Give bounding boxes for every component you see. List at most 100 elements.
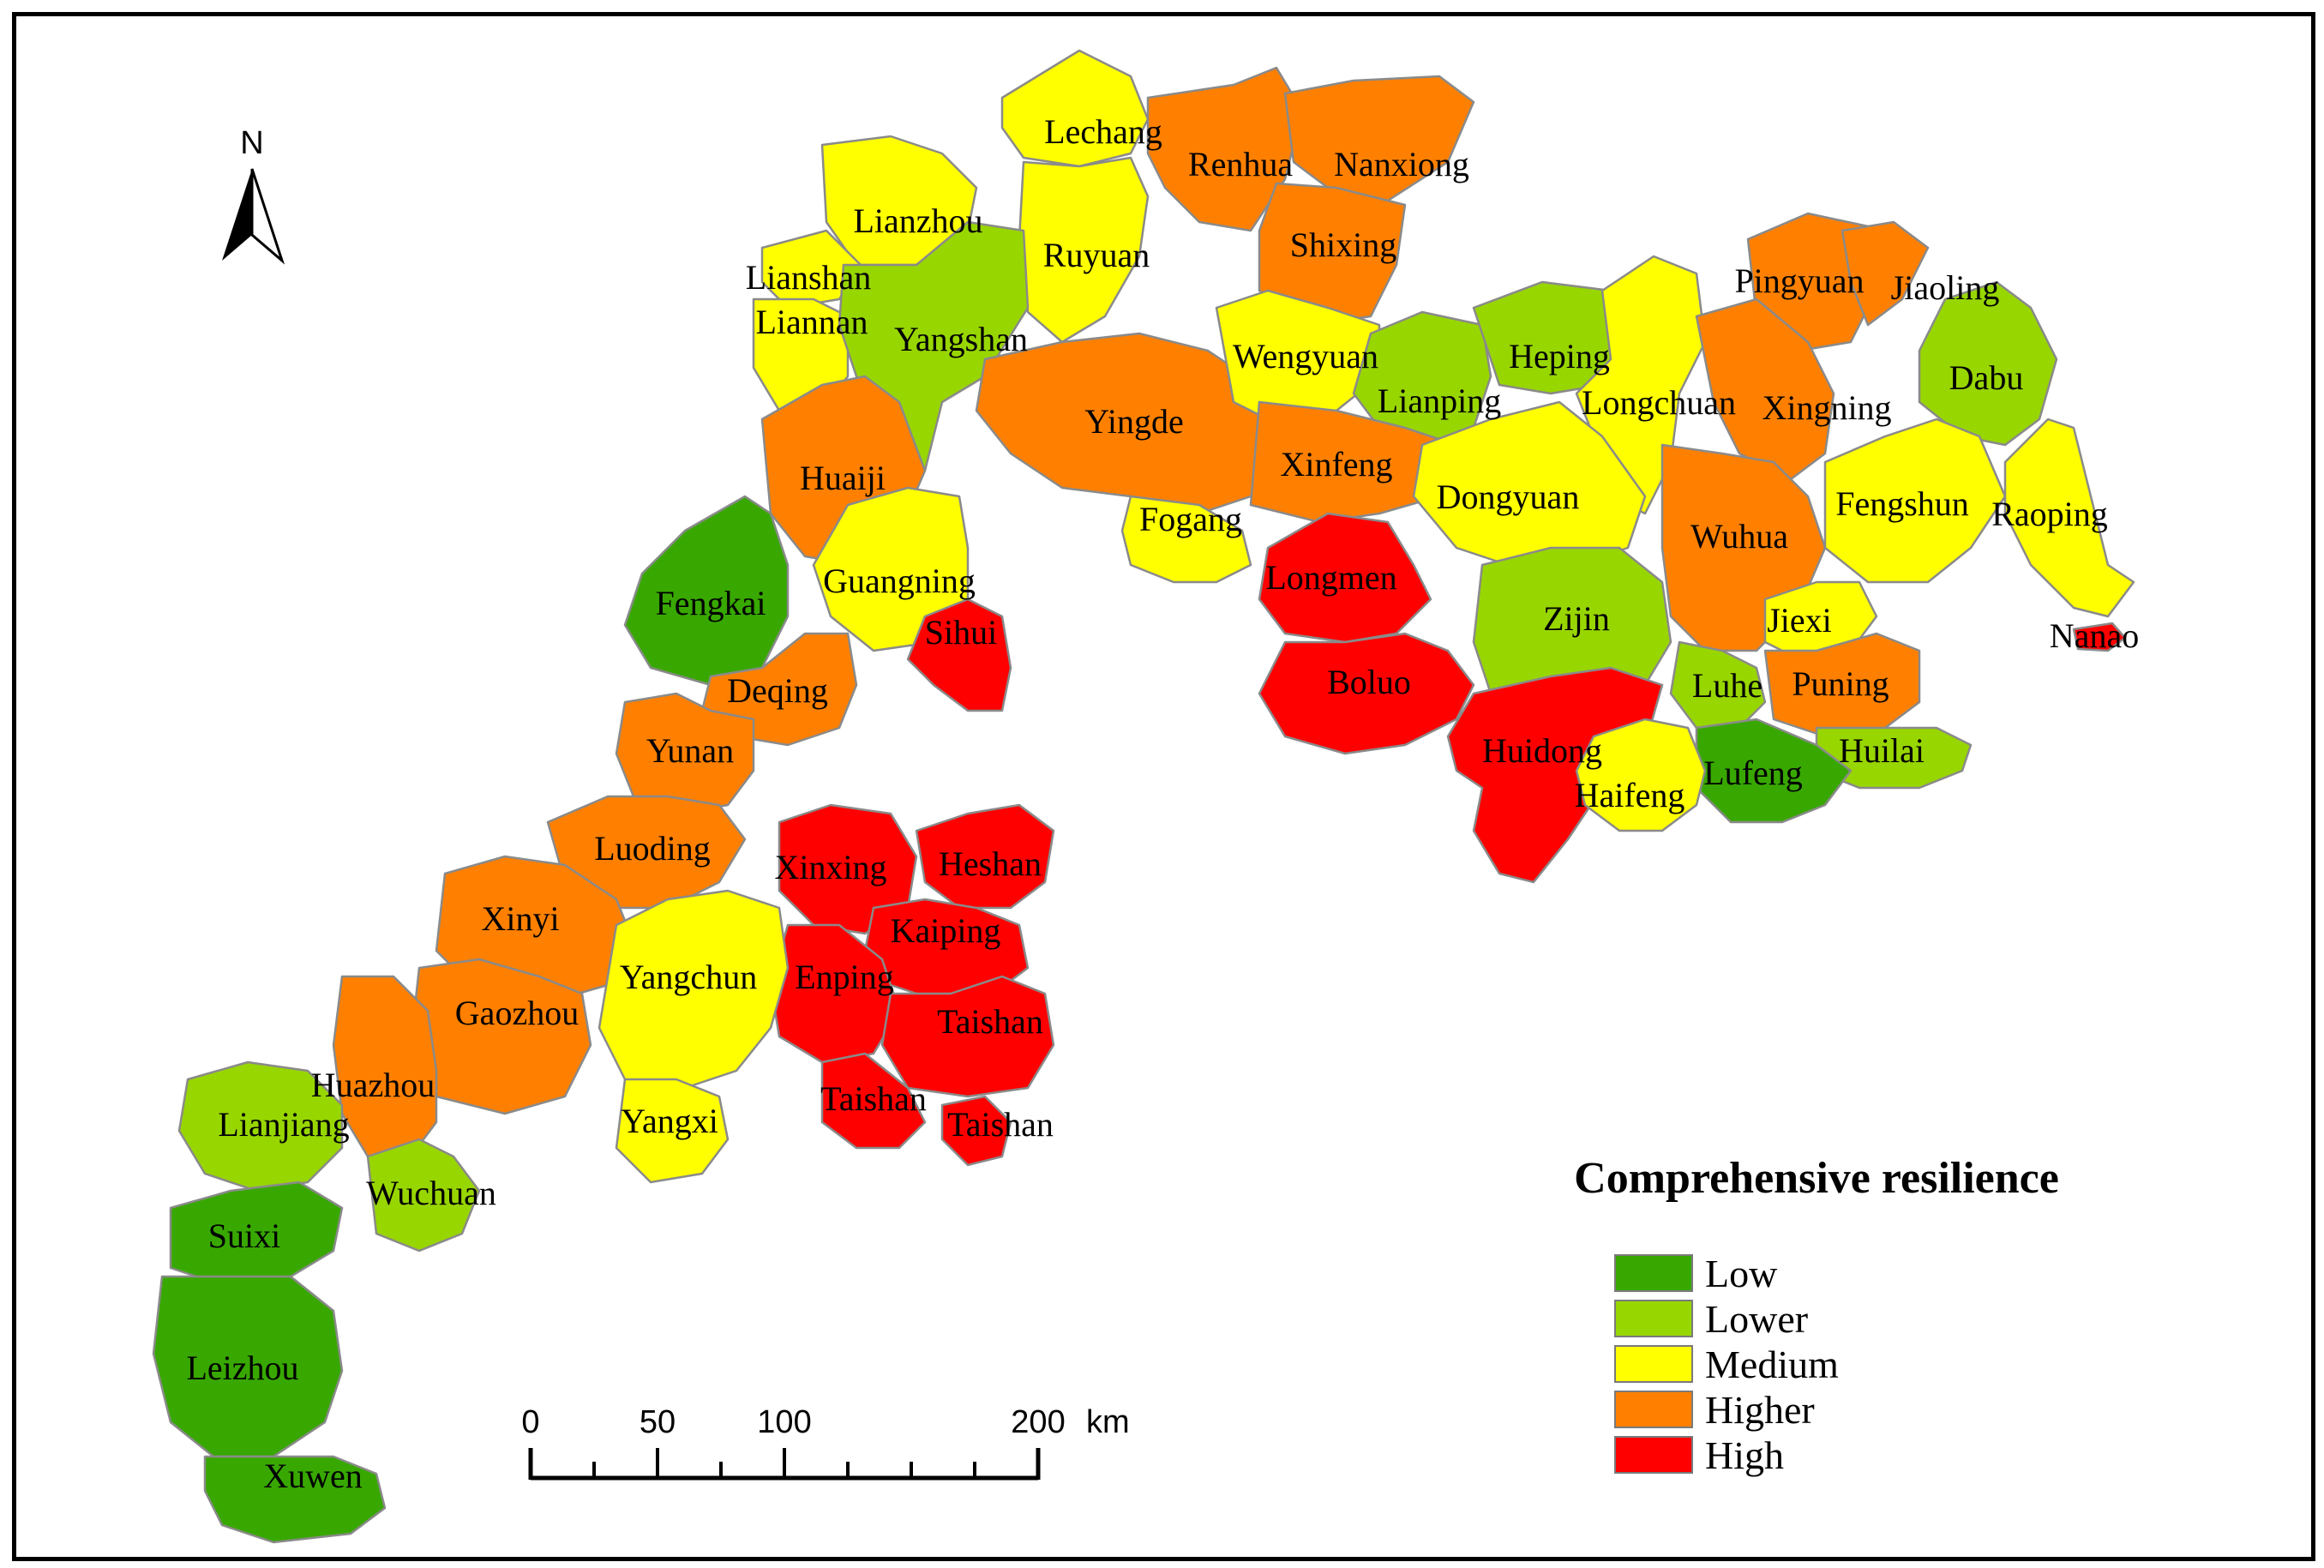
county-label: Xinxing: [774, 848, 886, 886]
county-label: Wuhua: [1690, 517, 1788, 556]
region-jiexi[interactable]: [1763, 580, 1878, 661]
county-label: Lianping: [1378, 381, 1501, 420]
legend-label: Low: [1705, 1252, 1778, 1295]
county-label: Lianzhou: [853, 201, 982, 240]
county-label: Fengkai: [656, 584, 766, 622]
region-haifeng[interactable]: [1575, 718, 1707, 832]
region-dongyuan[interactable]: [1412, 400, 1647, 567]
scale-bar-label: 50: [640, 1404, 676, 1440]
county-label: Lechang: [1044, 112, 1162, 151]
legend-label: Higher: [1705, 1388, 1815, 1432]
county-label: Nanxiong: [1334, 145, 1469, 183]
region-huidong[interactable]: [1446, 666, 1664, 884]
county-label: Guangning: [823, 562, 976, 600]
region-puning[interactable]: [1763, 632, 1921, 738]
county-label: Huazhou: [311, 1066, 435, 1104]
region-lianjiang[interactable]: [177, 1060, 344, 1193]
region-lechang[interactable]: [1000, 49, 1150, 168]
region-xingning[interactable]: [1695, 297, 1835, 481]
north-arrow-letter: N: [240, 125, 263, 161]
county-label: Yunan: [646, 731, 734, 770]
region-xuwen[interactable]: [203, 1455, 387, 1544]
county-label: Yangxi: [621, 1102, 718, 1140]
county-label: Enping: [795, 958, 894, 996]
region-dabu[interactable]: [1918, 280, 2058, 447]
region-shixing[interactable]: [1258, 182, 1407, 327]
region-lianshan[interactable]: [760, 229, 862, 309]
region-luhe[interactable]: [1669, 640, 1767, 730]
legend-swatch: [1614, 1391, 1693, 1428]
county-label: Taishan: [937, 1002, 1043, 1041]
county-label: Nanao: [2050, 616, 2139, 655]
region-taishan-3[interactable]: [940, 1095, 1012, 1167]
county-label: Renhua: [1188, 145, 1293, 183]
county-label: Lianjiang: [218, 1105, 349, 1144]
region-nanao[interactable]: [2072, 622, 2127, 652]
legend-swatch: [1614, 1345, 1693, 1383]
county-label: Lianshan: [746, 258, 872, 297]
region-longmen[interactable]: [1258, 512, 1432, 644]
region-wuchuan[interactable]: [366, 1138, 481, 1253]
county-label: Luhe: [1692, 666, 1763, 705]
county-label: Puning: [1792, 664, 1889, 703]
region-yangshan[interactable]: [838, 220, 1030, 472]
legend-label: Lower: [1705, 1297, 1808, 1341]
county-label: Fengshun: [1835, 484, 1969, 523]
county-label: Wuchuan: [366, 1174, 496, 1212]
county-label: Heshan: [939, 844, 1042, 883]
region-yunan[interactable]: [615, 692, 755, 815]
legend-swatch: [1614, 1436, 1693, 1474]
county-label: Huaiji: [800, 459, 886, 497]
region-lufeng[interactable]: [1695, 718, 1853, 824]
region-huazhou[interactable]: [332, 975, 438, 1158]
county-label: Suixi: [208, 1217, 280, 1255]
region-taishan-2[interactable]: [820, 1052, 927, 1150]
legend-label: Medium: [1705, 1343, 1839, 1386]
region-raoping[interactable]: [2003, 418, 2135, 618]
region-sihui[interactable]: [906, 598, 1012, 712]
county-label: Yingde: [1084, 402, 1184, 441]
county-label: Pingyuan: [1734, 261, 1864, 300]
county-label: Lufeng: [1703, 754, 1803, 792]
county-label: Ruyuan: [1043, 236, 1150, 274]
county-label: Dabu: [1949, 358, 2024, 397]
scale-bar: 0 50 100 200 km: [521, 1404, 1130, 1481]
region-taishan[interactable]: [880, 975, 1055, 1098]
county-label: Haifeng: [1575, 776, 1685, 814]
region-layer: [152, 49, 2135, 1544]
region-yangchun[interactable]: [598, 889, 790, 1090]
north-arrow-left-half: [222, 169, 252, 261]
legend-title: Comprehensive resilience: [1574, 1154, 2059, 1203]
county-label: Luoding: [594, 829, 711, 868]
region-yangxi[interactable]: [615, 1078, 730, 1184]
county-label: Xinfeng: [1280, 445, 1392, 484]
county-label: Wengyuan: [1233, 337, 1378, 375]
region-suixi[interactable]: [169, 1181, 344, 1287]
county-label: Huidong: [1482, 731, 1602, 770]
scale-bar-label: 200: [1011, 1404, 1065, 1440]
region-leizhou[interactable]: [152, 1275, 344, 1458]
region-fogang[interactable]: [1120, 495, 1252, 584]
legend: Comprehensive resilience Low Lower Mediu…: [1574, 1154, 2059, 1477]
county-label: Jiexi: [1767, 601, 1832, 640]
county-label: Leizhou: [186, 1349, 298, 1387]
county-label: Huilai: [1839, 731, 1925, 770]
region-heshan[interactable]: [915, 803, 1055, 910]
region-boluo[interactable]: [1258, 632, 1475, 755]
county-label: Sihui: [925, 613, 997, 652]
county-label: Liannan: [755, 303, 868, 341]
region-fengshun[interactable]: [1823, 418, 2007, 584]
county-label: Kaiping: [891, 911, 1001, 950]
scale-bar-label: 100: [757, 1404, 811, 1440]
county-label: Jiaoling: [1891, 268, 2000, 307]
map-canvas: Lechang Renhua Nanxiong Shixing Lianzhou…: [152, 49, 2139, 1544]
county-label: Xinyi: [481, 899, 559, 938]
county-label: Xuwen: [263, 1457, 363, 1495]
region-nanxiong[interactable]: [1283, 75, 1475, 202]
county-label: Zijin: [1543, 599, 1610, 638]
scale-bar-unit: km: [1086, 1404, 1130, 1440]
north-arrow: N: [222, 125, 285, 265]
region-jiaoling[interactable]: [1841, 220, 1930, 327]
county-label: Heping: [1509, 337, 1610, 375]
scale-bar-label: 0: [521, 1404, 539, 1440]
